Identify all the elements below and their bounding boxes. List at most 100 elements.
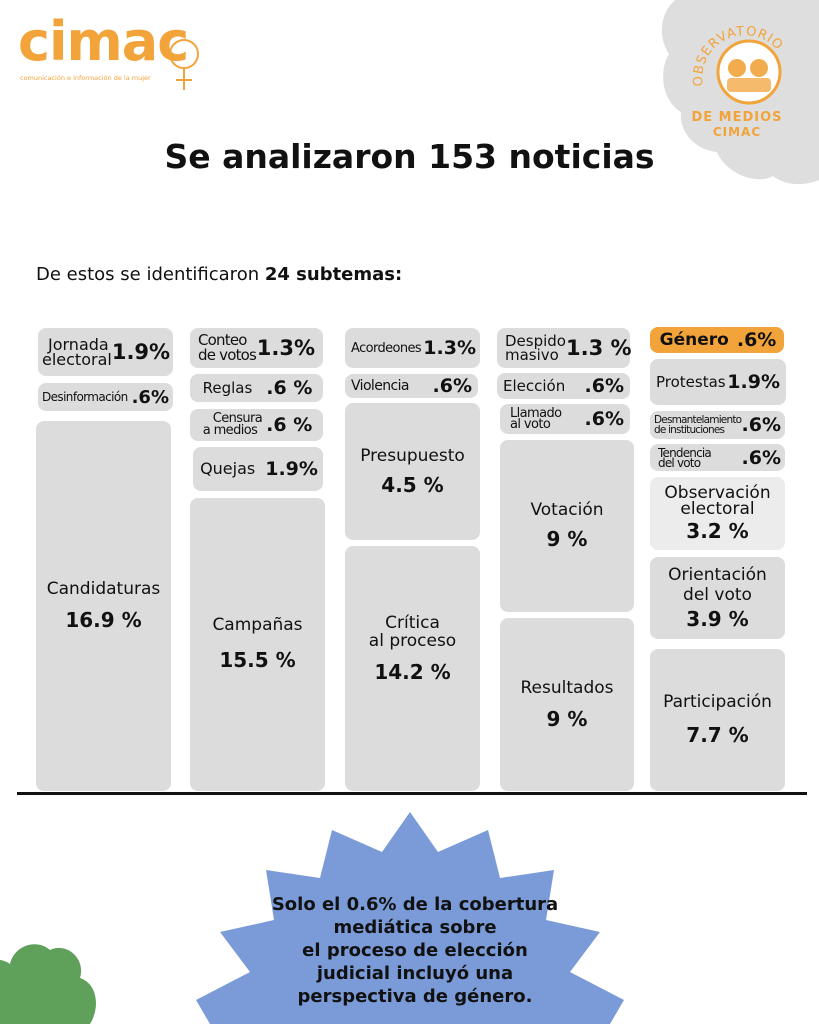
tile-label: Votación	[530, 500, 604, 520]
tile-label-l1: Observación	[664, 482, 771, 503]
tile-pct: 3.2 %	[686, 518, 749, 543]
tile-label: Resultados	[520, 677, 614, 698]
tile-label-l2: al voto	[510, 417, 551, 432]
tile-label: Participación	[663, 692, 772, 712]
tile-label: Protestas	[656, 373, 726, 391]
tile-label: Candidaturas	[46, 579, 161, 599]
logo-tagline: comunicación e información de la mujer	[20, 74, 151, 82]
tile-pct: 3.9 %	[686, 607, 749, 631]
tile-campanas: Campañas 15.5 %	[190, 498, 325, 791]
tile-pct: 14.2 %	[374, 660, 451, 684]
tile-label-l1: Conteo	[198, 331, 247, 349]
tile-desmantelamiento: Desmantelamiento de instituciones .6%	[650, 411, 785, 439]
tile-label-l2: electoral	[42, 350, 112, 369]
tile-pct: 1.9%	[265, 458, 318, 480]
tile-participacion: Participación 7.7 %	[650, 649, 785, 791]
tile-pct: .6%	[131, 386, 169, 408]
tile-pct: 16.9 %	[65, 608, 142, 632]
tile-pct: 7.7 %	[686, 723, 749, 747]
tile-orientacion-del-voto: Orientación del voto 3.9 %	[650, 557, 785, 639]
tile-protestas: Protestas 1.9%	[650, 359, 786, 405]
callout-line: Solo el 0.6% de la cobertura	[271, 894, 559, 915]
subtitle: De estos se identificaron 24 subtemas:	[36, 264, 402, 285]
observatorio-badge: OBSERVATORIO DE MEDIOS CIMAC	[655, 0, 819, 188]
tile-label-l1: Tendencia	[658, 445, 712, 460]
tile-pct: .6%	[741, 446, 781, 469]
tile-candidaturas: Candidaturas 16.9 %	[36, 421, 171, 791]
subtitle-prefix: De estos se identificaron	[36, 264, 265, 285]
tile-pct: .6%	[736, 329, 777, 351]
callout-line: el proceso de elección	[302, 940, 528, 961]
tile-votacion: Votación 9 %	[500, 440, 634, 612]
tile-observacion-electoral: Observación electoral 3.2 %	[650, 477, 785, 550]
tile-pct: 1.3%	[423, 337, 476, 359]
tile-quejas: Quejas 1.9%	[193, 447, 323, 491]
tile-violencia: Violencia .6%	[345, 374, 478, 398]
venus-icon	[169, 39, 199, 90]
tile-label: Campañas	[212, 615, 303, 635]
tile-label: Acordeones	[351, 340, 422, 356]
tile-tendencia-del-voto: Tendencia del voto .6%	[650, 444, 785, 471]
page-title: Se analizaron 153 noticias	[164, 137, 655, 176]
tile-label-l1: Censura	[212, 411, 263, 426]
tile-label: Desinformación	[42, 389, 128, 404]
tile-pct: 4.5 %	[381, 472, 444, 497]
observatorio-background: OBSERVATORIO	[661, 0, 819, 185]
callout-text: Solo el 0.6% de la cobertura mediática s…	[250, 893, 580, 1008]
tile-label-l1: Jornada	[48, 335, 109, 354]
starburst-shape	[196, 812, 624, 1024]
tile-presupuesto: Presupuesto 4.5 %	[345, 403, 480, 540]
tile-label-l1: Despido	[505, 332, 566, 350]
tile-label-l2: a medios	[202, 423, 258, 438]
tile-despido-masivo: Despido masivo 1.3 %	[497, 328, 632, 368]
tile-label-l2: del voto	[683, 585, 752, 605]
tile-label-l2: masivo	[505, 346, 559, 364]
tile-critica-al-proceso: Crítica al proceso 14.2 %	[345, 546, 480, 791]
tile-pct: 9 %	[546, 706, 588, 731]
tile-reglas: Reglas .6 %	[190, 374, 323, 402]
tile-pct: 1.9%	[111, 340, 171, 364]
tile-label-l1: Orientación	[668, 565, 767, 585]
tile-pct: .6%	[584, 375, 624, 397]
tile-pct: .6%	[741, 414, 781, 436]
tile-resultados: Resultados 9 %	[500, 618, 634, 791]
tile-label-l1: Llamado	[510, 406, 562, 421]
tile-label: Quejas	[200, 459, 256, 478]
cimac-logo: cimac comunicación e información de la m…	[18, 10, 208, 94]
tile-pct: 15.5 %	[219, 648, 296, 672]
subtitle-bold: 24 subtemas:	[264, 264, 403, 285]
tile-pct: .6%	[432, 375, 472, 397]
tile-pct: .6%	[584, 408, 624, 430]
tile-pct: .6 %	[266, 377, 313, 399]
tile-label: Violencia	[351, 377, 409, 394]
logo-wordmark: cimac	[18, 10, 189, 73]
tile-label: Reglas	[202, 379, 253, 397]
tile-pct: 9 %	[546, 527, 588, 551]
tile-pct: 1.3%	[256, 336, 315, 360]
tile-censura-a-medios: Censura a medios .6 %	[190, 409, 323, 441]
tile-pct: 1.3 %	[565, 336, 632, 360]
tile-label: Género	[659, 330, 729, 350]
observatorio-line2: CIMAC	[712, 125, 762, 139]
tile-acordeones: Acordeones 1.3%	[345, 328, 480, 368]
tile-label-l2: de votos	[198, 346, 257, 364]
baseline-rule	[17, 792, 807, 795]
tile-label-l2: electoral	[680, 498, 755, 519]
tile-label-l2: de instituciones	[654, 424, 725, 436]
tile-desinformacion: Desinformación .6%	[38, 383, 173, 411]
observatorio-line1: DE MEDIOS	[691, 110, 783, 125]
tile-pct: 1.9%	[727, 371, 780, 393]
tile-label-l2: al proceso	[368, 631, 457, 651]
tile-pct: .6 %	[266, 414, 313, 436]
tile-label: Presupuesto	[360, 445, 465, 466]
callout-line: mediática sobre	[333, 917, 497, 938]
callout-line: perspectiva de género.	[297, 986, 533, 1007]
tile-label-l2: del voto	[658, 455, 701, 470]
callout-line: judicial incluyó una	[316, 963, 514, 984]
decorative-green-blob	[0, 944, 96, 1024]
tile-llamado-al-voto: Llamado al voto .6%	[500, 404, 630, 434]
tile-jornada-electoral: Jornada electoral 1.9%	[38, 328, 173, 376]
tile-label-l1: Crítica	[385, 613, 440, 633]
tile-label: Elección	[503, 377, 566, 395]
tile-label-l1: Desmantelamiento	[654, 414, 742, 426]
